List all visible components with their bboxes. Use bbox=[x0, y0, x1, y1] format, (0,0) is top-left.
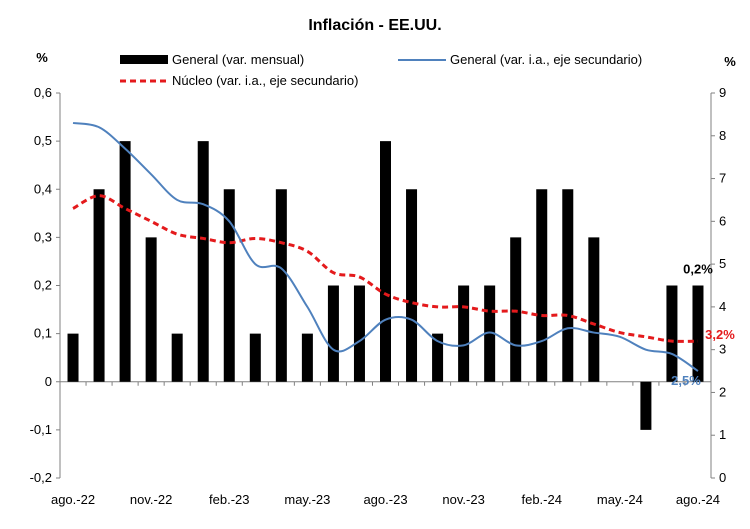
bar bbox=[510, 237, 522, 382]
axes: -0,2 -0,1 0 0,1 0,2 0,3 0,4 0,5 0,6 0 1 2 3 4 5 6 7 8 9 ago… bbox=[30, 85, 727, 507]
left-axis-tick-label: 0,4 bbox=[34, 181, 52, 196]
left-axis-tick-label: 0 bbox=[45, 374, 52, 389]
bar bbox=[692, 285, 704, 382]
bar bbox=[432, 333, 444, 382]
bar bbox=[406, 189, 418, 382]
right-axis-tick-label: 6 bbox=[719, 213, 726, 228]
bar bbox=[380, 141, 391, 382]
right-axis-tick-label: 4 bbox=[719, 299, 726, 314]
right-axis-tick-label: 5 bbox=[719, 256, 726, 271]
bar bbox=[249, 333, 261, 382]
right-axis-tick-label: 7 bbox=[719, 171, 726, 186]
bar bbox=[301, 333, 313, 382]
right-axis-tick-label: 2 bbox=[719, 384, 726, 399]
x-axis-tick-label: feb.-24 bbox=[521, 492, 561, 507]
bar bbox=[536, 189, 548, 382]
bar bbox=[171, 333, 183, 382]
bar bbox=[588, 237, 600, 382]
x-axis-tick-label: may.-24 bbox=[597, 492, 643, 507]
right-axis-tick-label: 1 bbox=[719, 427, 726, 442]
x-axis-tick-label: nov.-23 bbox=[442, 492, 484, 507]
bar bbox=[67, 333, 79, 382]
right-axis-tick-label: 9 bbox=[719, 85, 726, 100]
legend-item-general-yoy: General (var. i.a., eje secundario) bbox=[450, 52, 642, 67]
data-label: 0,2% bbox=[683, 262, 713, 277]
x-axis-tick-label: nov.-22 bbox=[130, 492, 172, 507]
right-axis-unit: % bbox=[724, 54, 736, 69]
legend-swatch-bar bbox=[120, 55, 168, 64]
core-yoy-line bbox=[72, 194, 698, 343]
bar bbox=[458, 285, 470, 382]
bar bbox=[93, 189, 105, 382]
right-axis-tick-label: 3 bbox=[719, 342, 726, 357]
bar bbox=[562, 189, 574, 382]
bar bbox=[666, 285, 678, 382]
right-axis-tick-label: 0 bbox=[719, 470, 726, 485]
data-label: 3,2% bbox=[705, 327, 735, 342]
legend-item-general-monthly: General (var. mensual) bbox=[172, 52, 304, 67]
bar bbox=[119, 141, 131, 382]
left-axis-tick-label: -0,1 bbox=[30, 422, 52, 437]
legend: General (var. mensual) General (var. i.a.… bbox=[120, 52, 642, 88]
bar bbox=[353, 285, 365, 382]
data-label: 2,5% bbox=[671, 373, 701, 388]
x-axis-tick-label: may.-23 bbox=[284, 492, 330, 507]
left-axis-unit: % bbox=[36, 50, 48, 65]
left-axis-tick-label: 0,2 bbox=[34, 278, 52, 293]
bar bbox=[275, 189, 287, 382]
left-axis-tick-label: 0,5 bbox=[34, 133, 52, 148]
legend-item-core-yoy: Núcleo (var. i.a., eje secundario) bbox=[172, 73, 358, 88]
left-axis-tick-label: -0,2 bbox=[30, 470, 52, 485]
x-axis-tick-label: ago.-23 bbox=[363, 492, 407, 507]
chart-title: Inflación - EE.UU. bbox=[308, 17, 441, 34]
x-axis-tick-label: ago.-22 bbox=[51, 492, 95, 507]
bar bbox=[223, 189, 235, 382]
bar bbox=[145, 237, 157, 382]
bar bbox=[327, 285, 339, 382]
annotations: 0,2% 3,2% 2,5% bbox=[671, 262, 735, 389]
bar bbox=[484, 285, 496, 382]
bar-series bbox=[67, 141, 704, 430]
bar bbox=[197, 141, 209, 382]
bar bbox=[640, 381, 652, 430]
right-axis-tick-label: 8 bbox=[719, 128, 726, 143]
x-axis-tick-label: feb.-23 bbox=[209, 492, 249, 507]
line-series bbox=[72, 121, 699, 372]
x-axis-tick-label: ago.-24 bbox=[676, 492, 720, 507]
left-axis-tick-label: 0,3 bbox=[34, 229, 52, 244]
left-axis-tick-label: 0,6 bbox=[34, 85, 52, 100]
general-yoy-line bbox=[72, 121, 699, 372]
left-axis-tick-label: 0,1 bbox=[34, 326, 52, 341]
